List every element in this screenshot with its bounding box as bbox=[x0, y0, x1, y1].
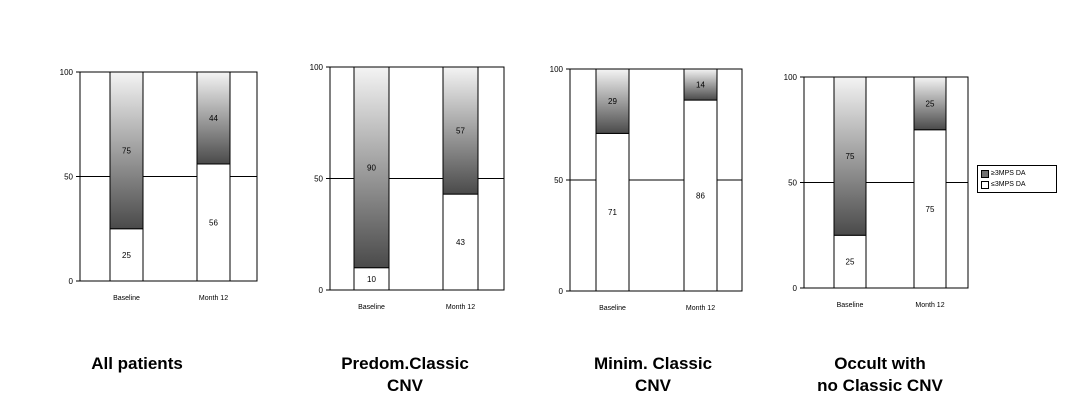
y-tick-label: 50 bbox=[314, 175, 323, 184]
bar-segment-lower bbox=[913, 129, 947, 289]
panel-all-patients: 0 50 100 25 75 Baseline 56 44 Month 12 bbox=[50, 66, 261, 316]
bar-segment-upper bbox=[913, 76, 947, 131]
caption-line: no Classic CNV bbox=[817, 376, 943, 395]
legend-swatch bbox=[981, 169, 989, 178]
bar-segment-lower bbox=[833, 234, 867, 289]
caption-line: Predom.Classic bbox=[341, 354, 469, 373]
y-tick-label: 100 bbox=[310, 63, 324, 72]
data-label-lower: 10 bbox=[367, 275, 376, 284]
x-tick-label: Baseline bbox=[113, 295, 140, 302]
x-tick-label: Month 12 bbox=[199, 295, 228, 302]
legend-swatch bbox=[981, 180, 989, 189]
caption-minim-classic: Minim. Classic CNV bbox=[568, 353, 738, 397]
data-label-upper: 25 bbox=[926, 99, 935, 108]
data-label-upper: 57 bbox=[456, 127, 465, 136]
stacked-bar-chart: 0 50 100 25 75 Baseline 75 25 Month 12 bbox=[784, 73, 969, 309]
panel-occult: 0 50 100 25 75 Baseline 75 25 Month 12 bbox=[774, 71, 972, 323]
data-label-lower: 56 bbox=[209, 218, 218, 227]
data-label-lower: 25 bbox=[122, 251, 131, 260]
bar-segment-lower bbox=[109, 228, 144, 282]
y-tick-label: 50 bbox=[64, 173, 73, 182]
bar-segment-lower bbox=[683, 99, 718, 292]
y-tick-label: 0 bbox=[69, 277, 74, 286]
data-label-lower: 86 bbox=[696, 192, 705, 201]
x-tick-label: Month 12 bbox=[686, 305, 715, 312]
y-tick-label: 0 bbox=[793, 284, 798, 293]
legend-entry: ≥3MPS DA bbox=[981, 168, 1053, 179]
y-tick-label: 50 bbox=[788, 179, 797, 188]
legend-entry: ≤3MPS DA bbox=[981, 179, 1053, 190]
x-tick-label: Baseline bbox=[837, 302, 864, 309]
legend-label: ≥3MPS DA bbox=[991, 170, 1026, 177]
y-tick-label: 0 bbox=[559, 287, 564, 296]
caption-line: Occult with bbox=[834, 354, 926, 373]
x-tick-label: Month 12 bbox=[915, 302, 944, 309]
caption-line: CNV bbox=[387, 376, 423, 395]
data-label-upper: 29 bbox=[608, 97, 617, 106]
bar-segment-upper bbox=[196, 71, 231, 165]
bar-segment-upper bbox=[683, 68, 718, 101]
data-label-upper: 14 bbox=[696, 81, 705, 90]
legend: ≥3MPS DA ≤3MPS DA bbox=[977, 165, 1057, 193]
stacked-bar-chart: 0 50 100 71 29 Baseline 86 14 Month 12 bbox=[550, 65, 743, 312]
data-label-upper: 75 bbox=[846, 152, 855, 161]
data-label-upper: 44 bbox=[209, 114, 218, 123]
x-tick-label: Baseline bbox=[358, 304, 385, 311]
data-label-lower: 43 bbox=[456, 238, 465, 247]
bar-segment-lower bbox=[595, 132, 630, 292]
data-label-lower: 75 bbox=[926, 205, 935, 214]
data-label-upper: 90 bbox=[367, 163, 376, 172]
bar-segment-upper bbox=[442, 66, 479, 195]
caption-occult: Occult with no Classic CNV bbox=[800, 353, 960, 397]
bar-segment-upper bbox=[833, 76, 867, 236]
y-tick-label: 100 bbox=[60, 68, 74, 77]
stacked-bar-chart: 0 50 100 10 90 Baseline 43 57 Month 12 bbox=[310, 63, 505, 311]
caption-line: All patients bbox=[91, 354, 183, 373]
y-tick-label: 100 bbox=[550, 65, 564, 74]
y-tick-label: 50 bbox=[554, 176, 563, 185]
caption-line: Minim. Classic bbox=[593, 354, 713, 373]
bar-segment-upper bbox=[595, 68, 630, 134]
data-label-lower: 71 bbox=[608, 208, 617, 217]
panel-predom-classic: 0 50 100 10 90 Baseline 43 57 Month 12 bbox=[300, 61, 508, 325]
data-label-lower: 25 bbox=[846, 258, 855, 267]
caption-predom-classic: Predom.Classic CNV bbox=[320, 353, 490, 397]
panel-minim-classic: 0 50 100 71 29 Baseline 86 14 Month 12 bbox=[540, 63, 746, 326]
bar-segment-lower bbox=[196, 163, 231, 282]
x-tick-label: Baseline bbox=[599, 305, 626, 312]
caption-line: CNV bbox=[635, 376, 671, 395]
bar-segment-upper bbox=[109, 71, 144, 230]
legend-label: ≤3MPS DA bbox=[991, 181, 1026, 188]
x-tick-label: Month 12 bbox=[446, 304, 475, 311]
y-tick-label: 100 bbox=[784, 73, 798, 82]
bar-segment-upper bbox=[353, 66, 390, 269]
y-tick-label: 0 bbox=[319, 286, 324, 295]
data-label-upper: 75 bbox=[122, 146, 131, 155]
stacked-bar-chart: 0 50 100 25 75 Baseline 56 44 Month 12 bbox=[60, 68, 258, 302]
caption-all-patients: All patients bbox=[62, 353, 212, 375]
